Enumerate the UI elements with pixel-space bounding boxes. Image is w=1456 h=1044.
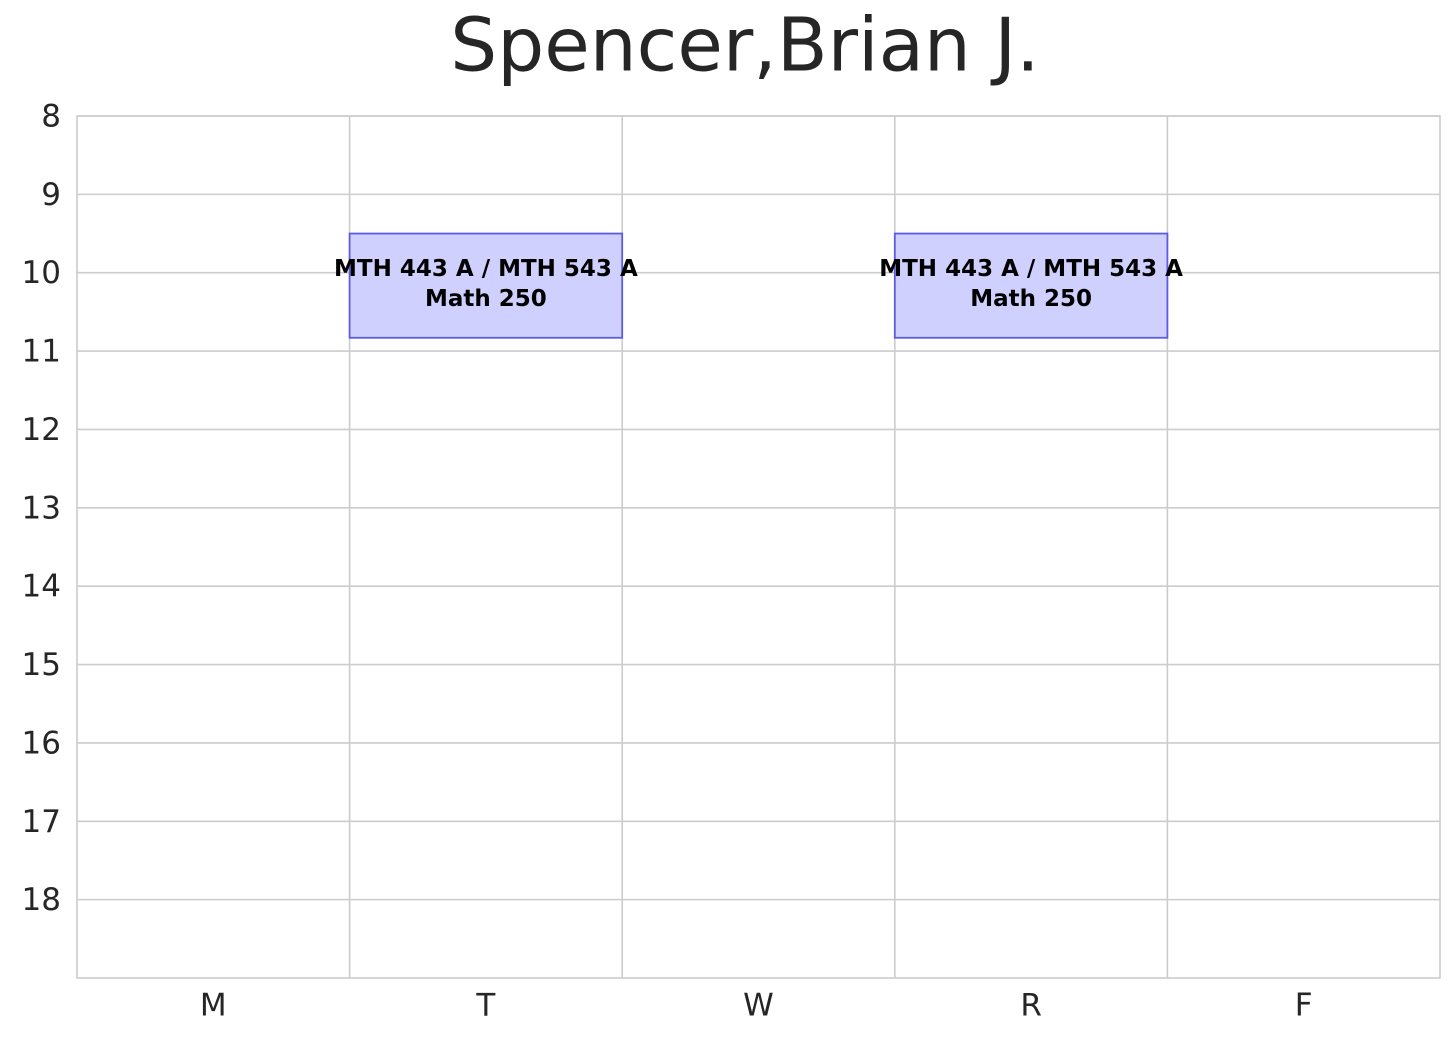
event-room: Math 250 [425, 286, 547, 312]
x-tick-label: M [200, 988, 227, 1024]
y-tick-label: 10 [22, 255, 61, 291]
event-room: Math 250 [970, 286, 1092, 312]
y-tick-label: 16 [22, 725, 61, 761]
y-tick-label: 13 [22, 490, 61, 526]
chart-title: Spencer,Brian J. [450, 3, 1039, 89]
x-tick-label: R [1020, 988, 1042, 1024]
y-tick-label: 11 [22, 334, 61, 370]
x-tick-label: F [1295, 988, 1313, 1024]
x-tick-label: W [743, 988, 774, 1024]
y-tick-label: 15 [22, 647, 61, 683]
y-tick-label: 8 [41, 99, 61, 135]
y-tick-label: 14 [22, 569, 61, 605]
x-tick-label: T [475, 988, 496, 1024]
event-block [348, 232, 624, 339]
event-label: MTH 443 A / MTH 543 A [879, 256, 1183, 282]
y-tick-label: 9 [41, 177, 61, 213]
y-tick-label: 18 [22, 882, 61, 918]
y-tick-label: 17 [22, 804, 61, 840]
plot-frame [76, 115, 1441, 979]
event-block [893, 232, 1169, 339]
y-tick-label: 12 [22, 412, 61, 448]
event-label: MTH 443 A / MTH 543 A [334, 256, 638, 282]
